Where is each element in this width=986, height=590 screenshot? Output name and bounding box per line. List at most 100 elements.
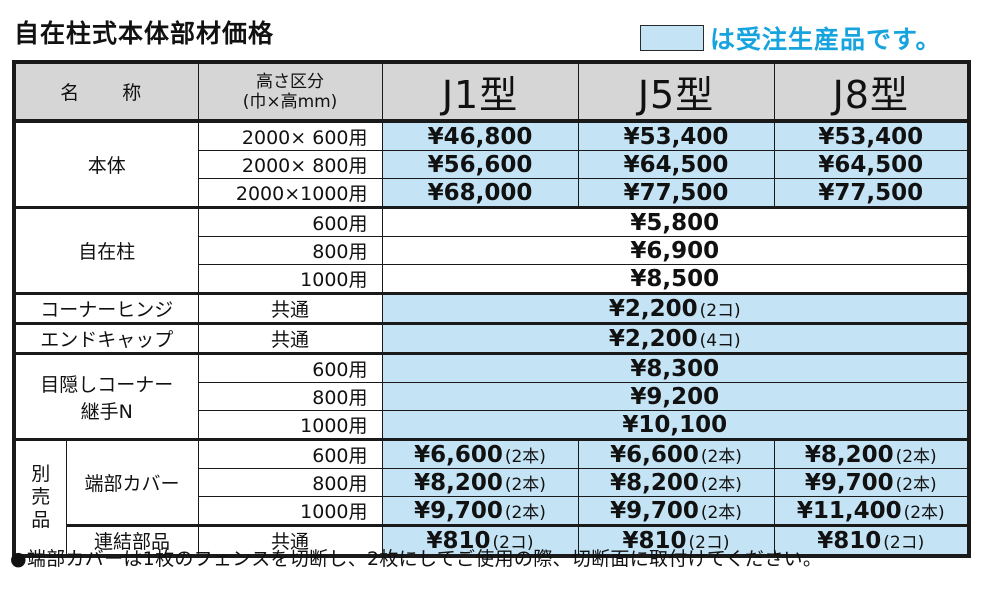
cap-name: エンドキャップ — [13, 322, 199, 354]
table-row: 1000用 ¥10,100 — [14, 410, 970, 440]
renketsu-name: 連結部品 — [65, 524, 199, 557]
hinge-price-cell: ¥2,200 (2コ) — [381, 292, 970, 324]
cover-qty: (2本) — [700, 474, 742, 495]
mekakushi-name-line1: 目隠しコーナー — [40, 373, 174, 396]
cover-qty: (2本) — [700, 502, 742, 523]
honntai-name: 本体 — [13, 120, 199, 208]
cover-price: ¥9,700 — [414, 497, 503, 524]
cover-price: ¥6,600 — [610, 441, 699, 468]
betsubai-label: 別 売 品 — [13, 438, 67, 557]
honntai-price-j8: ¥53,400 — [773, 120, 970, 151]
cover-price-cell: ¥11,400 (2本) — [773, 496, 970, 526]
cover-price-cell: ¥8,200 (2本) — [773, 438, 970, 469]
table-row: コーナーヒンジ 共通 ¥2,200 (2コ) — [13, 292, 970, 324]
jizai-price: ¥5,800 — [381, 206, 970, 237]
legend-text: は受注生産品です。 — [710, 25, 942, 54]
table-row: 800用 ¥8,200 (2本) ¥8,200 (2本) ¥9,700 (2本) — [14, 468, 970, 497]
renketsu-qty: (2コ) — [883, 532, 925, 553]
cover-price-cell: ¥9,700 (2本) — [381, 496, 579, 526]
legend-swatch — [640, 25, 704, 51]
hinge-qty: (2コ) — [699, 300, 741, 321]
cover-price-cell: ¥8,200 (2本) — [381, 468, 579, 497]
cover-qty: (2本) — [504, 502, 546, 523]
honntai-price-j8: ¥64,500 — [773, 150, 970, 179]
honntai-size: 2000×1000用 — [197, 178, 383, 208]
jizai-size: 1000用 — [197, 264, 383, 294]
legend: は受注生産品です。 — [640, 22, 942, 54]
cap-price-cell: ¥2,200 (4コ) — [381, 322, 970, 354]
cap-size: 共通 — [197, 322, 383, 354]
renketsu-price: ¥810 — [817, 527, 882, 554]
cover-qty: (2本) — [700, 446, 742, 467]
hinge-price: ¥2,200 — [608, 295, 698, 322]
header-type-j5: J5型 — [577, 61, 775, 123]
jizai-size: 800用 — [197, 236, 383, 265]
table-row: エンドキャップ 共通 ¥2,200 (4コ) — [13, 322, 970, 354]
jizai-name: 自在柱 — [13, 206, 199, 294]
cover-price: ¥6,600 — [414, 441, 503, 468]
cover-size: 1000用 — [197, 496, 383, 526]
table-row: 1000用 ¥9,700 (2本) ¥9,700 (2本) ¥11,400 (2本) — [14, 496, 970, 526]
honntai-price-j5: ¥77,500 — [577, 178, 775, 208]
mekakushi-size: 800用 — [197, 382, 383, 411]
cover-qty: (2本) — [504, 446, 546, 467]
cover-qty: (2本) — [903, 502, 945, 523]
renketsu-qty: (2コ) — [688, 532, 730, 553]
cover-price-cell: ¥6,600 (2本) — [381, 438, 579, 469]
renketsu-price-cell: ¥810 (2コ) — [381, 524, 579, 557]
cover-size: 800用 — [197, 468, 383, 497]
hinge-size: 共通 — [197, 292, 383, 324]
table-row: 目隠しコーナー 継手N 600用 ¥8,300 — [13, 352, 970, 440]
header-size-line2: (巾×高mm) — [242, 91, 338, 112]
cap-qty: (4コ) — [699, 330, 741, 351]
betsubai-char: 売 — [31, 486, 51, 508]
cover-price-cell: ¥6,600 (2本) — [577, 438, 775, 469]
header-size: 高さ区分 (巾×高mm) — [197, 61, 383, 123]
cover-price: ¥11,400 — [796, 497, 902, 524]
honntai-size: 2000× 800用 — [197, 150, 383, 179]
mekakushi-name-line2: 継手N — [80, 400, 133, 423]
mekakushi-name: 目隠しコーナー 継手N — [13, 352, 199, 440]
honntai-size: 2000× 600用 — [197, 120, 383, 151]
table-row: 連結部品 共通 ¥810 (2コ) ¥810 (2コ) ¥810 (2コ) — [14, 524, 970, 557]
cover-price-cell: ¥9,700 (2本) — [577, 496, 775, 526]
honntai-price-j8: ¥77,500 — [773, 178, 970, 208]
cover-price-cell: ¥8,200 (2本) — [577, 468, 775, 497]
honntai-price-j1: ¥56,600 — [381, 150, 579, 179]
table-row: 別 売 品 端部カバー 600用 ¥6,600 (2本) ¥6,600 (2本) ¥… — [13, 438, 970, 557]
betsubai-char: 品 — [31, 509, 51, 531]
mekakushi-price: ¥9,200 — [381, 382, 970, 411]
cover-size: 600用 — [197, 438, 383, 469]
cover-qty: (2本) — [895, 474, 937, 495]
table-row: 本体 2000× 600用 ¥46,800 ¥53,400 ¥53,400 — [13, 120, 970, 208]
table-row: 800用 ¥6,900 — [14, 236, 970, 265]
cover-qty: (2本) — [895, 446, 937, 467]
page-title: 自在柱式本体部材価格 — [14, 19, 275, 48]
mekakushi-price: ¥8,300 — [381, 352, 970, 383]
mekakushi-price: ¥10,100 — [381, 410, 970, 440]
table-row: 2000×1000用 ¥68,000 ¥77,500 ¥77,500 — [14, 178, 970, 208]
honntai-price-j1: ¥46,800 — [381, 120, 579, 151]
renketsu-size: 共通 — [197, 524, 383, 557]
cover-price: ¥8,200 — [414, 469, 503, 496]
table-row: 2000× 800用 ¥56,600 ¥64,500 ¥64,500 — [14, 150, 970, 179]
honntai-price-j1: ¥68,000 — [381, 178, 579, 208]
mekakushi-size: 600用 — [197, 352, 383, 383]
renketsu-qty: (2コ) — [492, 532, 534, 553]
header-row: 名 称 高さ区分 (巾×高mm) J1型 J5型 J8型 — [13, 61, 970, 123]
cover-price: ¥9,700 — [610, 497, 699, 524]
honntai-price-j5: ¥64,500 — [577, 150, 775, 179]
renketsu-price-cell: ¥810 (2コ) — [773, 524, 970, 557]
cover-price: ¥9,700 — [804, 469, 894, 496]
table-row: 自在柱 600用 ¥5,800 — [13, 206, 970, 294]
cover-price: ¥8,200 — [804, 441, 894, 468]
betsubai-char: 別 — [31, 463, 51, 485]
jizai-size: 600用 — [197, 206, 383, 237]
header-type-j8: J8型 — [773, 61, 970, 123]
header-name: 名 称 — [13, 61, 199, 123]
mekakushi-size: 1000用 — [197, 410, 383, 440]
hinge-name: コーナーヒンジ — [13, 292, 199, 324]
header-size-line1: 高さ区分 — [256, 71, 325, 92]
cap-price: ¥2,200 — [608, 325, 698, 352]
header-type-j1: J1型 — [381, 61, 579, 123]
